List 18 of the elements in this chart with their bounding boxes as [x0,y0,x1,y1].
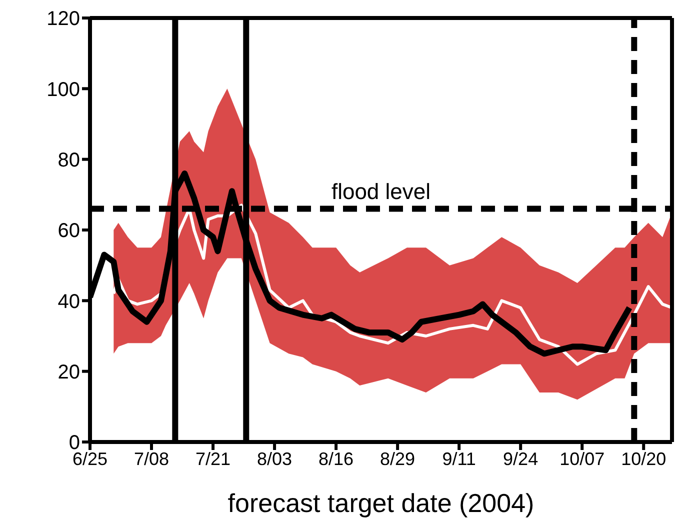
x-axis-title: forecast target date (2004) [228,488,534,518]
x-tick-label: 8/03 [257,448,292,469]
x-tick-label: 8/16 [318,448,354,469]
x-tick-label: 7/08 [134,448,170,469]
x-tick-label: 8/29 [380,448,416,469]
y-tick-label: 120 [46,8,80,30]
x-tick-label: 9/24 [503,448,538,469]
x-tick-label: 10/07 [560,448,605,469]
y-tick-label: 20 [58,361,80,384]
y-tick-label: 60 [58,220,80,242]
x-tick-label: 6/25 [72,448,108,469]
y-tick-label: 100 [46,78,80,101]
x-tick-label: 7/21 [196,448,231,469]
x-tick-label: 10/20 [621,448,666,469]
x-tick-label: 9/11 [442,448,476,469]
y-tick-label: 80 [58,149,80,172]
y-tick-label: 40 [58,290,80,313]
ref-line-label: flood level [331,178,431,204]
